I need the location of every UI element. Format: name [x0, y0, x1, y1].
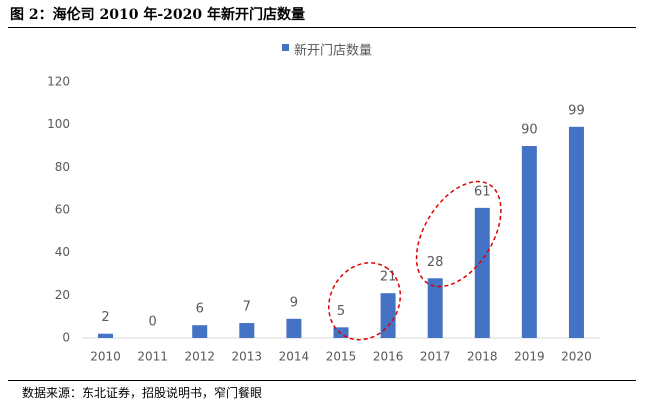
bar-2015 — [333, 327, 349, 338]
data-label-2020: 99 — [568, 103, 585, 118]
y-tick-label: 20 — [55, 288, 70, 302]
source-divider — [8, 380, 636, 381]
x-tick-label-2018: 2018 — [467, 350, 498, 364]
y-tick-label: 120 — [47, 75, 70, 89]
bar-2020 — [568, 126, 584, 338]
bar-2010 — [98, 333, 114, 338]
legend-label: 新开门店数量 — [294, 43, 372, 59]
data-label-2010: 2 — [101, 310, 109, 325]
data-label-2014: 9 — [290, 295, 298, 310]
x-tick-label-2019: 2019 — [514, 350, 545, 364]
bar-2018 — [474, 207, 490, 338]
y-tick-label: 80 — [55, 160, 70, 174]
y-tick-label: 40 — [55, 245, 70, 259]
x-tick-label-2010: 2010 — [90, 350, 121, 364]
figure-title: 图 2：海伦司 2010 年-2020 年新开门店数量 — [10, 7, 305, 23]
x-tick-label-2016: 2016 — [373, 350, 404, 364]
bar-2019 — [521, 146, 537, 338]
data-label-2019: 90 — [521, 123, 538, 138]
bar-2014 — [286, 318, 302, 338]
bar-2017 — [427, 278, 443, 338]
title-divider — [8, 27, 636, 28]
y-tick-label: 0 — [62, 331, 70, 345]
y-tick-label: 60 — [55, 203, 70, 217]
data-label-2013: 7 — [243, 300, 251, 315]
bar-2012 — [192, 325, 208, 338]
annotation-ellipse-2 — [415, 180, 502, 288]
x-tick-label-2013: 2013 — [232, 350, 263, 364]
x-tick-label-2014: 2014 — [279, 350, 310, 364]
bar-2016 — [380, 293, 396, 338]
x-tick-label-2011: 2011 — [137, 350, 168, 364]
annotation-ellipse-1 — [328, 262, 402, 341]
bar-2013 — [239, 323, 255, 338]
data-label-2018: 61 — [474, 184, 491, 199]
x-tick-label-2017: 2017 — [420, 350, 451, 364]
data-label-2012: 6 — [196, 302, 204, 317]
x-tick-label-2012: 2012 — [184, 350, 215, 364]
y-tick-label: 100 — [47, 117, 70, 131]
data-label-2015: 5 — [337, 304, 345, 319]
source-note: 数据来源：东北证券，招股说明书，窄门餐眼 — [22, 386, 263, 400]
legend-swatch — [282, 44, 289, 51]
data-label-2011: 0 — [148, 315, 156, 330]
data-label-2016: 21 — [380, 270, 397, 285]
data-label-2017: 28 — [427, 255, 444, 270]
x-tick-label-2015: 2015 — [326, 350, 357, 364]
x-tick-label-2020: 2020 — [561, 350, 592, 364]
